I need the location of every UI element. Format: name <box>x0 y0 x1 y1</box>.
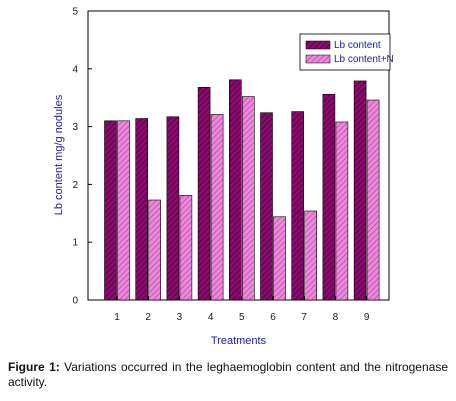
bar-lb-content-n-2 <box>148 199 161 301</box>
y-axis-title: Lb content mg/g nodules <box>53 94 65 215</box>
x-tick-label: 5 <box>239 312 245 323</box>
bar-lb-content-n-6 <box>273 216 286 301</box>
caption-label: Figure 1: <box>8 360 60 374</box>
bar-lb-content-5 <box>229 79 242 301</box>
legend-swatch-lb-content-n <box>305 54 331 64</box>
legend-swatch-lb-content <box>305 40 331 50</box>
x-tick-label: 3 <box>177 312 183 323</box>
bar-lb-content-8 <box>322 93 336 301</box>
bar-lb-content-n-5 <box>242 96 255 301</box>
x-tick-label: 8 <box>333 312 339 323</box>
bar-lb-content-n-3 <box>179 195 193 301</box>
x-tick-label: 4 <box>208 312 214 323</box>
y-tick-label: 2 <box>72 180 78 191</box>
bar-lb-content-1 <box>104 120 117 301</box>
bar-lb-content-n-1 <box>117 120 130 301</box>
y-tick-label: 5 <box>72 7 78 18</box>
y-tick-label: 0 <box>72 296 78 307</box>
caption-text: Variations occurred in the leghaemoglobi… <box>8 360 448 389</box>
legend: Lb content Lb content+N <box>299 33 394 71</box>
legend-box <box>299 33 391 71</box>
bar-lb-content-n-7 <box>304 210 318 301</box>
bar-lb-content-n-9 <box>366 99 380 301</box>
x-axis: 1 2 3 4 5 6 7 8 9 <box>114 296 370 323</box>
x-axis-title: Treatments <box>211 335 267 347</box>
bar-lb-content-6 <box>260 112 273 301</box>
bars <box>104 79 380 301</box>
y-tick-label: 4 <box>72 64 78 75</box>
x-tick-label: 7 <box>301 312 307 323</box>
bar-lb-content-9 <box>353 80 367 301</box>
legend-label-lb-content: Lb content <box>334 40 381 51</box>
y-tick-label: 1 <box>72 238 78 249</box>
bar-lb-content-n-4 <box>210 114 224 301</box>
legend-label-lb-content-n: Lb content+N <box>334 54 394 65</box>
bar-lb-content-4 <box>197 86 211 301</box>
y-axis: 0 1 2 3 4 5 <box>72 7 92 307</box>
bar-lb-content-n-8 <box>335 121 349 301</box>
bar-chart: 0 1 2 3 4 5 1 2 3 4 5 6 7 8 9 Treatments Lb content m… <box>53 7 394 348</box>
x-tick-label: 9 <box>364 312 370 323</box>
figure-caption: Figure 1: Variations occurred in the leg… <box>8 360 448 390</box>
bar-lb-content-7 <box>291 111 305 301</box>
bar-lb-content-2 <box>135 118 148 301</box>
bar-lb-content-3 <box>166 116 180 301</box>
x-tick-label: 2 <box>145 312 151 323</box>
x-tick-label: 1 <box>114 312 120 323</box>
x-tick-label: 6 <box>270 312 276 323</box>
y-tick-label: 3 <box>72 122 78 133</box>
